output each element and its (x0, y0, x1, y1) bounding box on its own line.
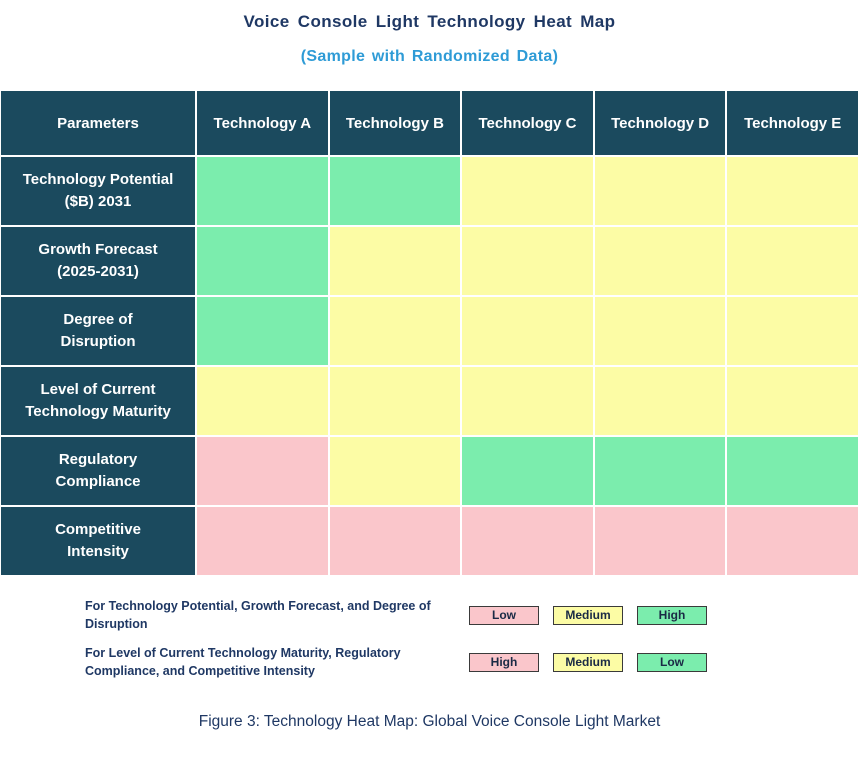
heat-cell (462, 157, 593, 225)
legend: For Technology Potential, Growth Forecas… (85, 597, 859, 681)
heat-cell (329, 367, 461, 435)
heat-cell (462, 437, 593, 505)
heat-cell (329, 297, 461, 365)
legend-row: For Level of Current Technology Maturity… (85, 644, 859, 680)
heat-cell (727, 367, 858, 435)
heat-cell (727, 297, 858, 365)
heat-cell (197, 507, 328, 575)
row-label: Growth Forecast (2025-2031) (1, 227, 195, 295)
heat-cell (727, 157, 858, 225)
legend-row: For Technology Potential, Growth Forecas… (85, 597, 859, 633)
heat-cell (329, 507, 461, 575)
heat-cell (727, 227, 858, 295)
heat-cell (594, 297, 726, 365)
heat-cell (197, 157, 328, 225)
legend-text: For Level of Current Technology Maturity… (85, 646, 401, 679)
heat-cell (462, 227, 593, 295)
legend-swatch-high: High (637, 605, 707, 625)
row-label: Level of Current Technology Maturity (1, 367, 195, 435)
legend-swatch-high: High (469, 652, 539, 672)
row-label: Technology Potential ($B) 2031 (1, 157, 195, 225)
legend-text: For Technology Potential, Growth Forecas… (85, 599, 431, 632)
header-technology-a: Technology A (197, 91, 328, 155)
heat-cell (594, 507, 726, 575)
legend-swatch-medium: Medium (553, 605, 623, 625)
heat-cell (329, 437, 461, 505)
page-title: Voice Console Light Technology Heat Map (243, 12, 616, 31)
legend-swatch-low: Low (637, 652, 707, 672)
header-technology-b: Technology B (329, 91, 461, 155)
heat-cell (197, 297, 328, 365)
row-label: Degree of Disruption (1, 297, 195, 365)
heat-cell (594, 437, 726, 505)
header-technology-e: Technology E (727, 91, 858, 155)
legend-swatch-medium: Medium (553, 652, 623, 672)
heatmap-table: Parameters Technology A Technology B Techno… (1, 91, 858, 575)
heat-cell (594, 227, 726, 295)
header-technology-d: Technology D (594, 91, 726, 155)
heat-cell (594, 367, 726, 435)
header-technology-c: Technology C (462, 91, 593, 155)
header-parameters: Parameters (1, 91, 195, 155)
figure-caption: Figure 3: Technology Heat Map: Global Vo… (198, 712, 661, 730)
heat-cell (462, 297, 593, 365)
page-subtitle: (Sample with Randomized Data) (300, 48, 559, 65)
heat-cell (197, 437, 328, 505)
heat-cell (594, 157, 726, 225)
heat-cell (727, 507, 858, 575)
heat-cell (197, 367, 328, 435)
heat-cell (462, 367, 593, 435)
heat-cell (727, 437, 858, 505)
row-label: Regulatory Compliance (1, 437, 195, 505)
legend-swatch-low: Low (469, 605, 539, 625)
heat-cell (462, 507, 593, 575)
row-label: Competitive Intensity (1, 507, 195, 575)
heat-cell (329, 227, 461, 295)
heat-cell (197, 227, 328, 295)
heat-cell (329, 157, 461, 225)
